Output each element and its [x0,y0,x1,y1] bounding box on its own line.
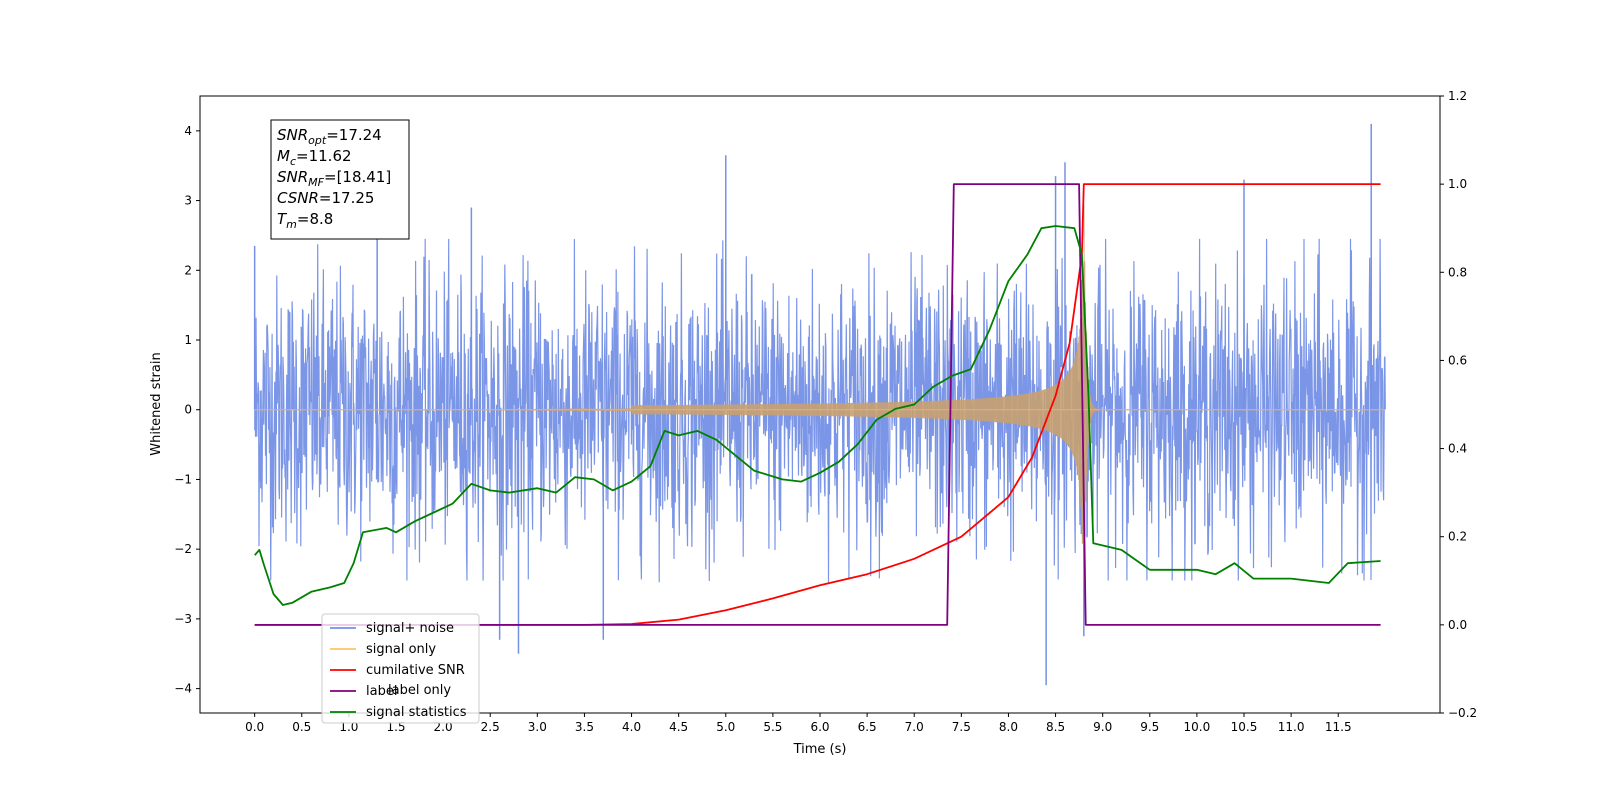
x-tick-label: 5.0 [716,720,735,734]
legend-hidden-text: label only [388,683,451,698]
annotation-line: SNRopt=17.24 [277,126,382,147]
x-tick-label: 4.5 [669,720,688,734]
legend-label: signal statistics [366,705,467,720]
y-right-tick-label: 0.8 [1448,265,1467,279]
y-left-tick-label: 3 [184,194,192,208]
y-left-tick-label: −1 [174,472,192,486]
signal-noise-line [254,238,1386,583]
annotation-box: SNRopt=17.24Mc=11.62SNRMF=[18.41]CSNR=17… [270,119,410,240]
y-left-tick-label: −3 [174,612,192,626]
x-tick-label: 2.5 [481,720,500,734]
x-tick-label: 3.0 [528,720,547,734]
y-left-tick-label: 4 [184,124,192,138]
y-right-tick-label: 0.4 [1448,442,1467,456]
legend-label: cumilative SNR [366,663,465,678]
cumulative-snr-line [254,183,1381,626]
y-right-tick-label: 1.0 [1448,177,1467,191]
x-tick-label: 9.5 [1140,720,1159,734]
y-left-tick-label: 0 [184,403,192,417]
series-cumulative-snr [254,183,1381,626]
x-tick-label: 10.0 [1184,720,1211,734]
x-tick-label: 0.5 [292,720,311,734]
legend-label: label [366,684,397,699]
x-tick-label: 8.0 [999,720,1018,734]
y-left-tick-label: −4 [174,682,192,696]
series-signal-only [254,205,1386,585]
x-tick-label: 5.5 [763,720,782,734]
annotation-line: CSNR=17.25 [277,189,374,207]
label-line [254,183,1381,626]
x-tick-label: 3.5 [575,720,594,734]
x-tick-label: 10.5 [1231,720,1258,734]
y-right-tick-label: 0.0 [1448,618,1467,632]
annotation-line: SNRMF=[18.41] [277,168,391,189]
x-tick-label: 0.0 [245,720,264,734]
x-tick-label: 11.0 [1278,720,1305,734]
y-left-tick-label: −2 [174,542,192,556]
y-right-tick-label: 0.6 [1448,353,1467,367]
x-tick-label: 7.0 [905,720,924,734]
y-left-tick-label: 1 [184,333,192,347]
legend: label only signal+ noise signal only cumila… [321,613,480,724]
y-axis-right: −0.2 0.0 0.2 0.4 0.6 0.8 1.0 1.2 [1440,89,1477,720]
y-right-tick-label: −0.2 [1448,706,1477,720]
x-tick-label: 6.0 [810,720,829,734]
x-axis-label: Time (s) [793,742,847,757]
x-tick-label: 7.5 [952,720,971,734]
y-right-tick-label: 0.2 [1448,530,1467,544]
x-tick-label: 11.5 [1325,720,1352,734]
y-right-tick-label: 1.2 [1448,89,1467,103]
y-axis-left: −4 −3 −2 −1 0 1 2 3 4 [174,124,200,696]
series-signal-statistics [254,225,1381,606]
x-tick-label: 8.5 [1046,720,1065,734]
legend-label: signal only [366,642,436,657]
x-tick-label: 6.5 [858,720,877,734]
y-left-tick-label: 2 [184,263,192,277]
series-label [254,183,1381,626]
annotation-line: Mc=11.62 [277,147,352,168]
y-axis-label: Whitened strain [149,352,164,455]
legend-label: signal+ noise [366,621,454,636]
x-tick-label: 9.0 [1093,720,1112,734]
x-tick-label: 4.0 [622,720,641,734]
annotation-line: Tm=8.8 [277,210,333,231]
signal-statistics-line [254,225,1381,606]
